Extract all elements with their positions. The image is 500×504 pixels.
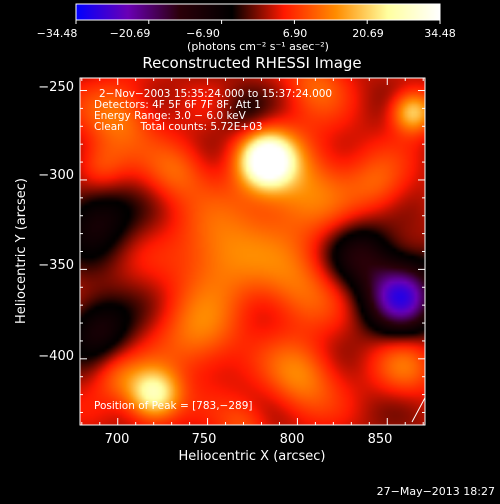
x-axis-label: Heliocentric X (arcsec) xyxy=(179,449,326,464)
axis-ticks xyxy=(80,78,425,425)
colorbar-tick-label: −20.69 xyxy=(110,27,151,40)
x-tick-label: 700 xyxy=(105,432,130,447)
y-tick-label: −350 xyxy=(38,258,74,273)
colorbar xyxy=(75,3,441,21)
footer-timestamp: 27−May−2013 18:27 xyxy=(377,485,495,498)
y-tick-label: −300 xyxy=(38,168,74,183)
chart-title: Reconstructed RHESSI Image xyxy=(142,54,361,72)
y-tick-label: −400 xyxy=(38,349,74,364)
colorbar-ticks xyxy=(75,20,441,24)
colorbar-tick-label: 6.90 xyxy=(283,27,308,40)
heatmap-image xyxy=(80,78,425,425)
y-axis-label: Heliocentric Y (arcsec) xyxy=(14,178,29,324)
annotation-line: Detectors: 4F 5F 6F 7F 8F, Att 1 xyxy=(94,99,261,111)
y-tick-label: −250 xyxy=(38,80,74,95)
corner-mark xyxy=(411,396,425,423)
colorbar-tick-label: 34.48 xyxy=(424,27,456,40)
colorbar-tick-label: −6.90 xyxy=(186,27,220,40)
peak-position-label: Position of Peak = [783,−289] xyxy=(94,400,253,412)
colorbar-tick-label: 20.69 xyxy=(352,27,384,40)
colorbar-unit-label: (photons cm⁻² s⁻¹ asec⁻²) xyxy=(187,40,329,53)
peak-marks xyxy=(411,396,425,423)
x-tick-label: 800 xyxy=(280,432,305,447)
colorbar-tick-label: −34.48 xyxy=(37,27,78,40)
annotation-line: 2−Nov−2003 15:35:24.000 to 15:37:24.000 xyxy=(99,88,332,100)
annotation-line: Energy Range: 3.0 − 6.0 keV xyxy=(94,110,247,122)
x-tick-label: 750 xyxy=(192,432,217,447)
x-tick-label: 850 xyxy=(368,432,393,447)
annotation-line: Clean Total counts: 5.72E+03 xyxy=(94,121,263,133)
